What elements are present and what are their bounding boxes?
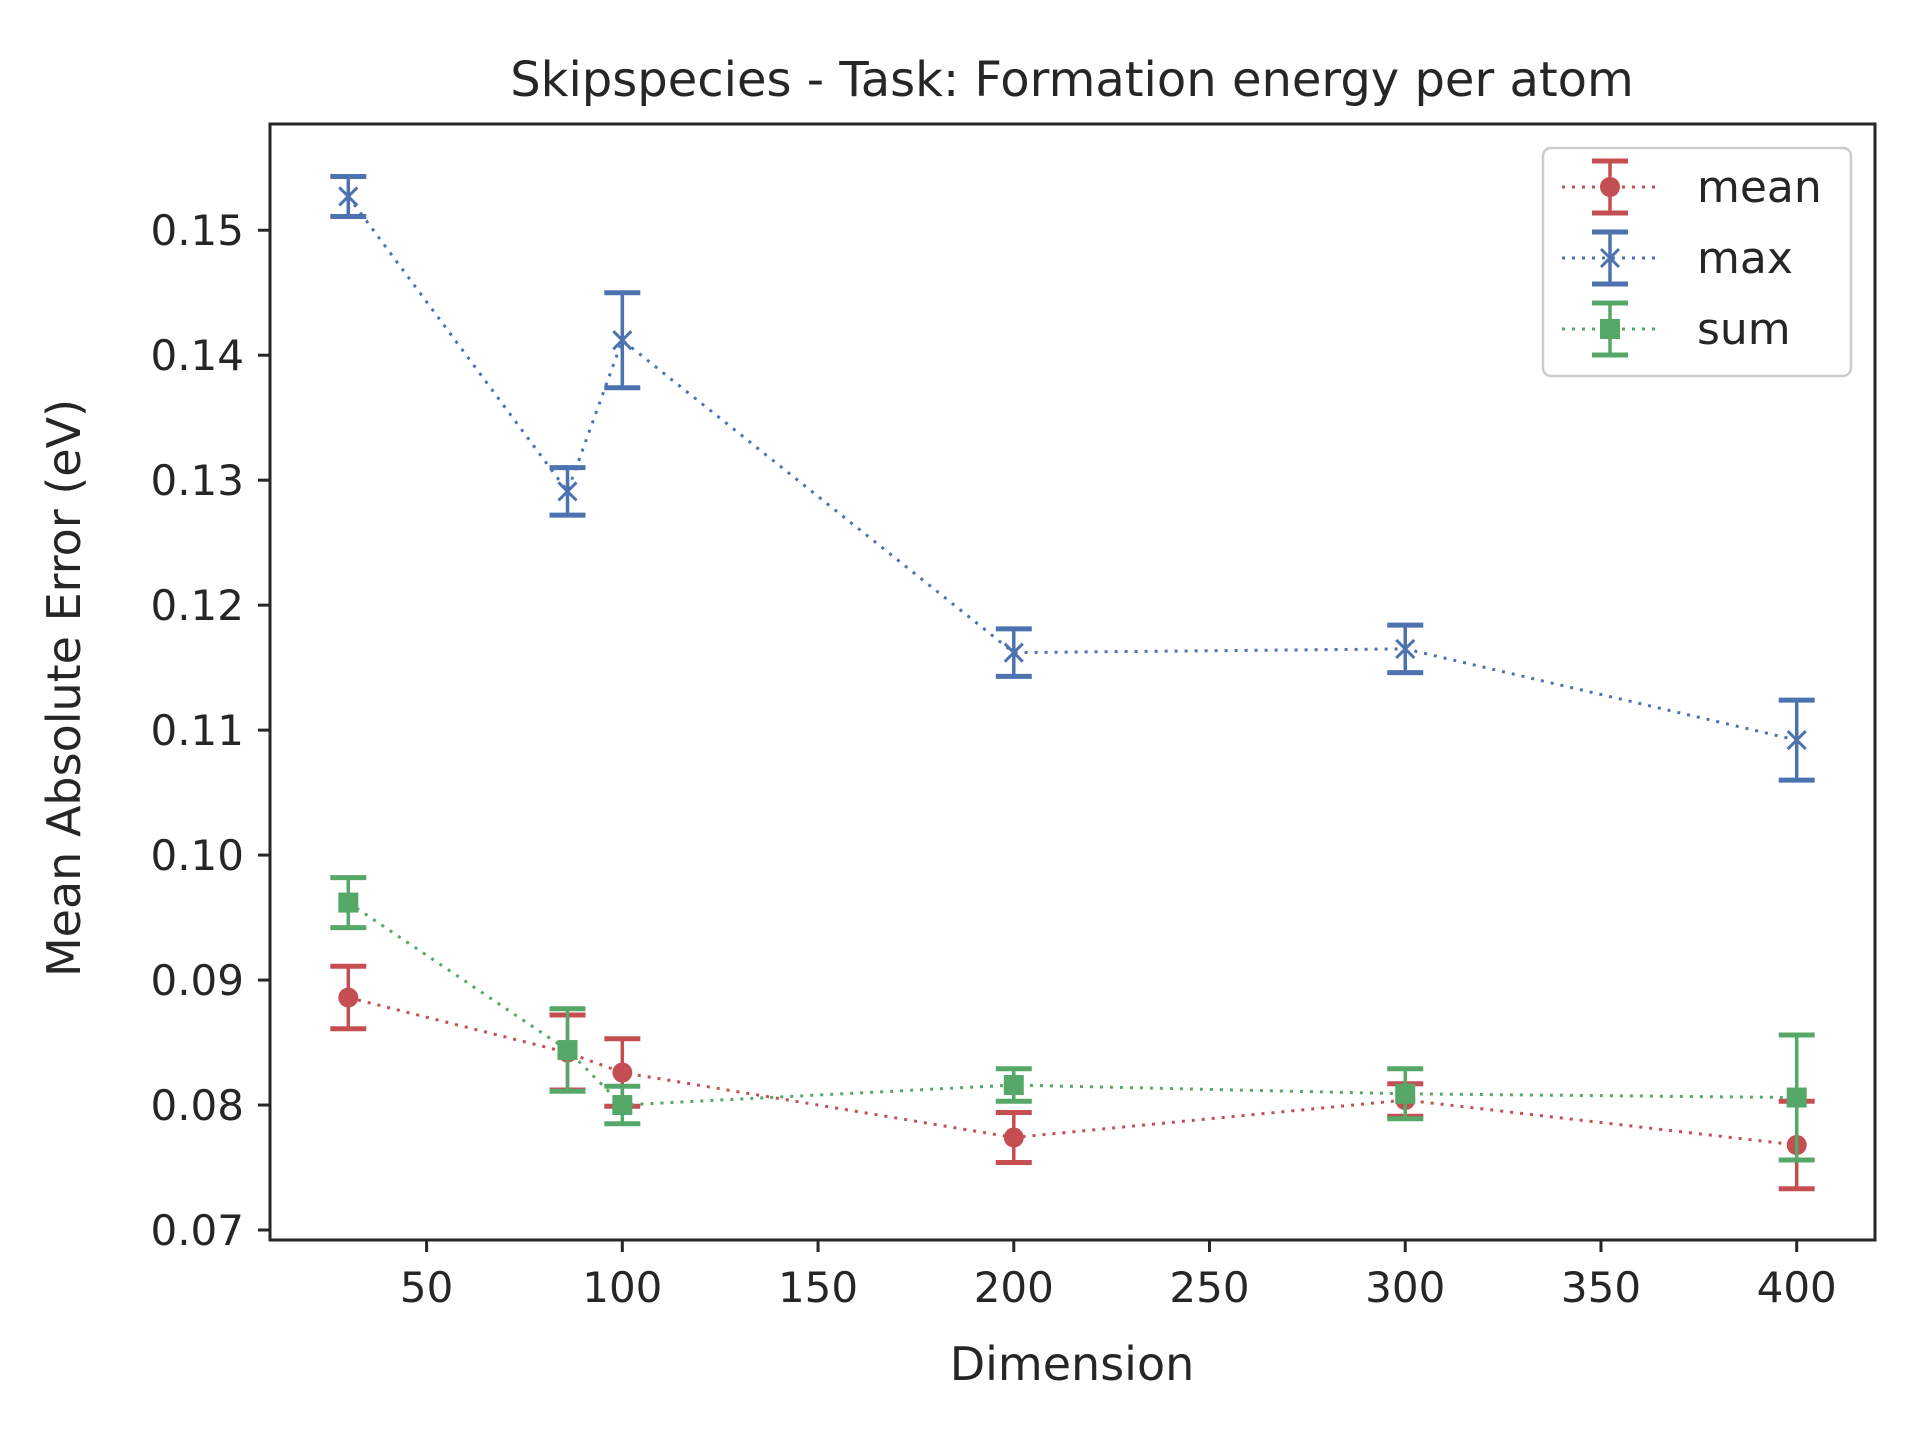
y-axis-label: Mean Absolute Error (eV) <box>37 399 91 977</box>
legend-label-max: max <box>1697 233 1793 284</box>
legend: mean max sum <box>1541 146 1853 378</box>
data-point-mean <box>338 987 359 1008</box>
y-tick-label: 0.07 <box>150 1206 244 1255</box>
legend-label-sum: sum <box>1697 304 1791 355</box>
plot-frame <box>268 122 1877 1242</box>
data-point-max <box>1395 638 1416 659</box>
data-point-sum <box>1003 1075 1024 1096</box>
x-tick-label: 200 <box>974 1263 1054 1312</box>
legend-item-max: max <box>1562 229 1793 287</box>
legend-marker-max <box>1599 247 1621 269</box>
y-tick-label: 0.08 <box>150 1081 244 1130</box>
data-point-max-stroke <box>1395 638 1416 659</box>
data-point-max <box>338 186 359 207</box>
data-point-max-stroke <box>557 481 578 502</box>
y-tick-label: 0.12 <box>150 581 244 630</box>
data-point-sum <box>338 892 359 913</box>
legend-marker-mean <box>1600 177 1620 197</box>
legend-label-mean: mean <box>1697 162 1822 213</box>
data-point-max-stroke <box>612 330 633 351</box>
data-point-max <box>1003 642 1024 663</box>
data-point-max <box>557 481 578 502</box>
axis-ticks: 50 100 150 200 250 300 350 400 0.07 0.08 0.09 0.10 0… <box>150 206 1836 1312</box>
series-max <box>330 173 1815 783</box>
x-tick-label: 400 <box>1757 1263 1837 1312</box>
data-point-max-stroke <box>1786 730 1807 751</box>
legend-item-sum: sum <box>1562 300 1791 358</box>
data-point-sum <box>1395 1083 1416 1104</box>
data-point-max <box>612 330 633 351</box>
series-sum <box>330 875 1815 1163</box>
data-point-max <box>1786 730 1807 751</box>
series-line-mean <box>347 996 1797 1147</box>
x-tick-label: 50 <box>400 1263 453 1312</box>
y-tick-label: 0.14 <box>150 331 244 380</box>
legend-marker-max-stroke <box>1599 247 1621 269</box>
data-point-mean <box>612 1062 633 1083</box>
y-tick-label: 0.09 <box>150 956 244 1005</box>
x-axis-label: Dimension <box>950 1337 1195 1391</box>
data-point-mean <box>1003 1127 1024 1148</box>
x-tick-label: 250 <box>1169 1263 1249 1312</box>
y-tick-label: 0.10 <box>150 831 244 880</box>
data-point-sum <box>1786 1087 1807 1108</box>
chart-title: Skipspecies - Task: Formation energy per… <box>510 52 1634 108</box>
legend-marker-sum <box>1600 319 1620 339</box>
x-tick-label: 150 <box>778 1263 858 1312</box>
data-point-sum <box>612 1095 633 1116</box>
y-tick-label: 0.13 <box>150 456 244 505</box>
legend-item-mean: mean <box>1562 158 1822 216</box>
y-tick-label: 0.15 <box>150 206 244 255</box>
y-tick-label: 0.11 <box>150 706 244 755</box>
data-point-sum <box>557 1040 578 1061</box>
x-tick-label: 350 <box>1561 1263 1641 1312</box>
x-tick-label: 100 <box>582 1263 662 1312</box>
data-point-max-stroke <box>1003 642 1024 663</box>
x-tick-label: 300 <box>1365 1263 1445 1312</box>
data-point-max-stroke <box>338 186 359 207</box>
series-line-sum <box>347 901 1797 1107</box>
plot-area <box>330 173 1815 1192</box>
